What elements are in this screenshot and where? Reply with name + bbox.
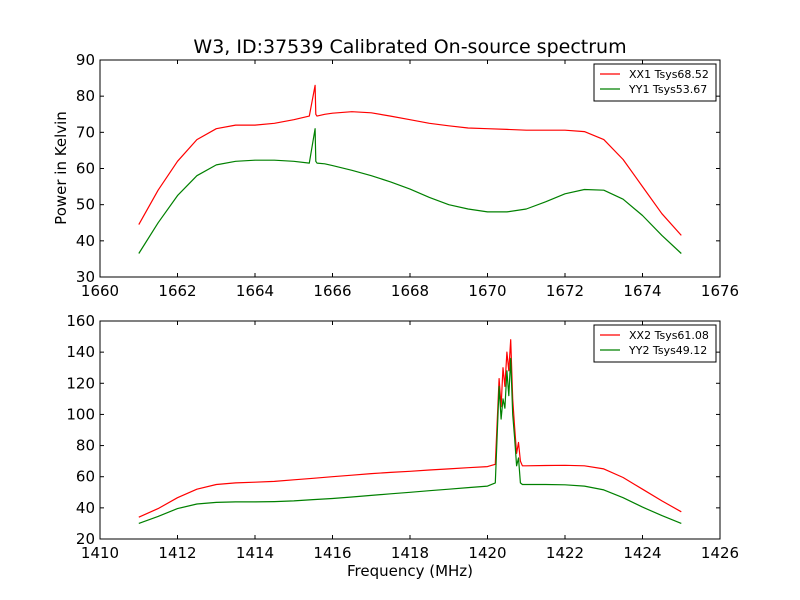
top-y-axis-label: Power in Kelvin (52, 111, 70, 225)
y-tick-label: 160 (66, 312, 95, 330)
y-tick-label: 120 (66, 374, 95, 392)
x-tick-label: 1418 (391, 544, 429, 562)
y-tick-label: 70 (76, 123, 95, 141)
legend-label: YY2 Tsys49.12 (628, 344, 707, 357)
x-tick-label: 1660 (81, 282, 119, 300)
x-tick-label: 1664 (236, 282, 274, 300)
x-tick-label: 1426 (701, 544, 739, 562)
x-tick-label: 1422 (546, 544, 584, 562)
bottom-plot-frame (99, 320, 721, 540)
series-line-xx2 (138, 339, 682, 518)
series-line-xx1 (138, 84, 682, 236)
series-line-yy2 (138, 357, 682, 524)
x-tick-label: 1416 (313, 544, 351, 562)
y-tick-label: 90 (76, 51, 95, 69)
x-tick-label: 1412 (158, 544, 196, 562)
bottom-legend: XX2 Tsys61.08 YY2 Tsys49.12 (593, 324, 717, 363)
x-axis-label: Frequency (MHz) (347, 562, 473, 580)
legend-label: YY1 Tsys53.67 (628, 83, 707, 96)
x-tick-label: 1414 (236, 544, 274, 562)
x-tick-label: 1420 (468, 544, 506, 562)
legend-box (593, 63, 717, 102)
chart-title: W3, ID:37539 Calibrated On-source spectr… (193, 36, 626, 58)
y-tick-label: 60 (76, 468, 95, 486)
x-tick-label: 1674 (623, 282, 661, 300)
top-legend: XX1 Tsys68.52 YY1 Tsys53.67 (593, 63, 717, 102)
y-tick-label: 40 (76, 232, 95, 250)
bottom-panel: 1410 1412 1414 1416 1418 1420 1422 1424 1426 20 40… (66, 312, 739, 580)
x-tick-label: 1662 (158, 282, 196, 300)
y-tick-label: 60 (76, 160, 95, 178)
x-tick-label: 1668 (391, 282, 429, 300)
y-tick-label: 20 (76, 530, 95, 548)
x-tick-label: 1410 (81, 544, 119, 562)
top-panel-ticks: 1660 1662 1664 1666 1668 1670 1672 1674 1676 30 40… (76, 51, 739, 300)
top-panel: 1660 1662 1664 1666 1668 1670 1672 1674 1676 30 40… (52, 51, 739, 300)
y-tick-label: 50 (76, 196, 95, 214)
series-line-yy1 (138, 128, 682, 254)
top-plot-frame (99, 59, 721, 278)
legend-label: XX1 Tsys68.52 (629, 68, 709, 81)
y-tick-label: 140 (66, 343, 95, 361)
y-tick-label: 40 (76, 499, 95, 517)
legend-box (593, 324, 717, 363)
top-panel-lines (138, 84, 682, 254)
y-tick-label: 100 (66, 405, 95, 423)
x-tick-label: 1672 (546, 282, 584, 300)
x-tick-label: 1666 (313, 282, 351, 300)
bottom-panel-lines (138, 339, 682, 524)
x-tick-label: 1670 (468, 282, 506, 300)
legend-label: XX2 Tsys61.08 (629, 329, 709, 342)
bottom-panel-ticks: 1410 1412 1414 1416 1418 1420 1422 1424 1426 20 40… (66, 312, 739, 562)
y-tick-label: 80 (76, 87, 95, 105)
x-tick-label: 1424 (623, 544, 661, 562)
x-tick-label: 1676 (701, 282, 739, 300)
y-tick-label: 80 (76, 437, 95, 455)
y-tick-label: 30 (76, 268, 95, 286)
